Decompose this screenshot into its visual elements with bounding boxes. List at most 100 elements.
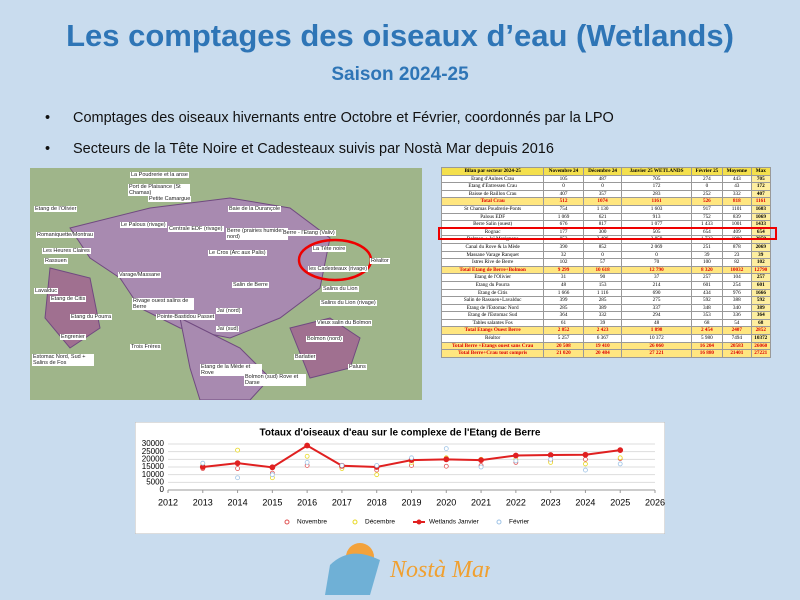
table-cell: 1 898: [621, 326, 692, 336]
table-cell: 389: [582, 303, 623, 313]
data-point: [617, 461, 623, 467]
table-row: Total Berre +Etangs ouest sans Crau 20 50…: [440, 341, 772, 351]
table-cell: 19 410: [582, 341, 623, 351]
table-cell: 68: [690, 318, 724, 328]
table-cell: 353: [690, 311, 724, 320]
table-cell: 364: [750, 311, 772, 320]
table-cell: 336: [722, 311, 752, 320]
map-label: Romaniquette/Montrau: [36, 232, 94, 238]
map-label: Le Cros (Arc aux Palis): [208, 250, 267, 256]
table-cell: 752: [690, 212, 724, 222]
table-cell: 20 484: [582, 349, 623, 358]
data-point: [269, 472, 275, 478]
table-cell: 512: [543, 197, 584, 206]
table-cell: 102: [543, 258, 584, 267]
table-cell: 2069: [750, 242, 772, 252]
data-point: [304, 460, 310, 465]
table-cell: 172: [621, 182, 692, 191]
table-cell: 5 257: [543, 334, 584, 343]
table-cell: 251: [690, 242, 724, 252]
map-label: Les Heures Claires: [42, 248, 91, 254]
map-label: Pointe-Bastidou Passet: [156, 314, 216, 320]
x-tick-label: 2014: [228, 497, 248, 507]
table-cell: 254: [722, 280, 752, 290]
table-cell: 1603: [750, 204, 772, 214]
map-label: Etang de l'Olivier: [34, 206, 78, 212]
table-cell: 526: [690, 197, 724, 206]
table-cell: Tables salantes Fos: [440, 318, 545, 328]
x-tick-label: 2026: [645, 497, 665, 507]
table-row: Etang d'Aulnes Crau 105 487 705 274 443 705: [440, 174, 772, 184]
map-label: Trois Frères: [130, 344, 162, 350]
table-cell: 1 130: [582, 204, 623, 214]
table-cell: 54: [722, 318, 752, 328]
legend-label: Novembre: [297, 519, 327, 526]
table-header: Max: [750, 167, 772, 176]
map-label: les Cadesteaux (rivage): [308, 266, 369, 272]
table-cell: 1161: [621, 197, 692, 206]
table-cell: Salin de Rassuen+Lavalduc: [440, 296, 545, 305]
table-cell: 283: [621, 189, 692, 199]
table-cell: 340: [722, 303, 752, 313]
table-cell: 364: [543, 311, 584, 320]
table-cell: Etang de l'Estomac Sud: [440, 311, 545, 320]
table-cell: 68: [750, 318, 772, 328]
table-cell: 12 790: [621, 265, 692, 275]
map-label: Jaï (sud): [216, 326, 240, 332]
data-point: [443, 446, 449, 452]
table-cell: 275: [621, 296, 692, 305]
y-tick-label: 30000: [142, 439, 165, 448]
table-cell: Total Etangs Ouest Berre: [440, 326, 545, 336]
table-cell: Total Crau: [440, 197, 545, 206]
data-point: [443, 456, 450, 463]
logo: Nostà Mar: [325, 543, 490, 595]
table-header: Bilan par secteur 2024-25: [440, 167, 545, 176]
table-cell: 818: [722, 197, 752, 206]
map-label: La Poudrerie et la anse: [130, 172, 189, 178]
table-cell: 337: [621, 303, 692, 313]
x-tick-label: 2017: [332, 497, 352, 507]
map-label: Salins du Lion (rivage): [320, 300, 377, 306]
table-row: Etang de l'Olivier 31 90 37 257 104 257: [440, 273, 772, 282]
map-label: Port de Plaisance (St Chamas): [128, 184, 190, 196]
legend-label: Wetlands Janvier: [429, 519, 480, 526]
map-label: Lavalduc: [34, 288, 59, 294]
table-cell: 348: [690, 303, 724, 313]
legend-label: Février: [509, 519, 530, 526]
table-cell: 252: [690, 189, 724, 199]
table-cell: 39: [750, 250, 772, 260]
map-label: Petite Camargue: [148, 196, 192, 202]
table-row: Baisse de Raillon Crau 407 357 283 252 332 407: [440, 189, 772, 199]
legend-label: Décembre: [365, 519, 395, 526]
table-cell: Palous EDF: [440, 212, 545, 222]
bullet-text: Comptages des oiseaux hivernants entre O…: [73, 110, 614, 126]
data-point: [617, 447, 624, 454]
table-cell: 407: [750, 189, 772, 199]
table-cell: 26060: [750, 341, 772, 351]
table-cell: 434: [690, 288, 724, 298]
table-cell: 601: [750, 280, 772, 290]
map-label: Varage/Massane: [118, 272, 162, 278]
legend-marker: [496, 519, 502, 525]
table-cell: 7494: [722, 334, 752, 343]
data-point: [513, 458, 519, 464]
table-row: Massane Varage Ranquet 32 0 0 39 23 39: [440, 250, 772, 260]
table-cell: 20 508: [543, 341, 584, 351]
table-cell: 0: [621, 250, 692, 260]
table-cell: 1 116: [582, 288, 623, 298]
table-cell: 332: [582, 311, 623, 320]
table-cell: 852: [582, 242, 623, 252]
table-row: Réaltor 5 257 6 367 10 372 5 980 7494 10372: [440, 334, 772, 343]
table-header: Novembre 24: [543, 167, 584, 176]
map-label: Baie de la Durançole: [228, 206, 282, 212]
data-point: [269, 464, 276, 471]
data-point: [339, 463, 345, 468]
table: Bilan par secteur 2024-25 Novembre 24 Déce…: [440, 167, 772, 358]
bullet-text: Secteurs de la Tête Noire et Cadesteaux …: [73, 141, 554, 157]
table-cell: 0: [582, 250, 623, 260]
table-cell: 976: [722, 288, 752, 298]
table-row: Total Etangs Ouest Berre 2 852 2 423 1 898 2…: [440, 326, 772, 336]
bullet: • Comptages des oiseaux hivernants entre …: [45, 110, 614, 126]
map-label: Etang du Pourra: [70, 314, 113, 320]
x-tick-label: 2016: [297, 497, 317, 507]
